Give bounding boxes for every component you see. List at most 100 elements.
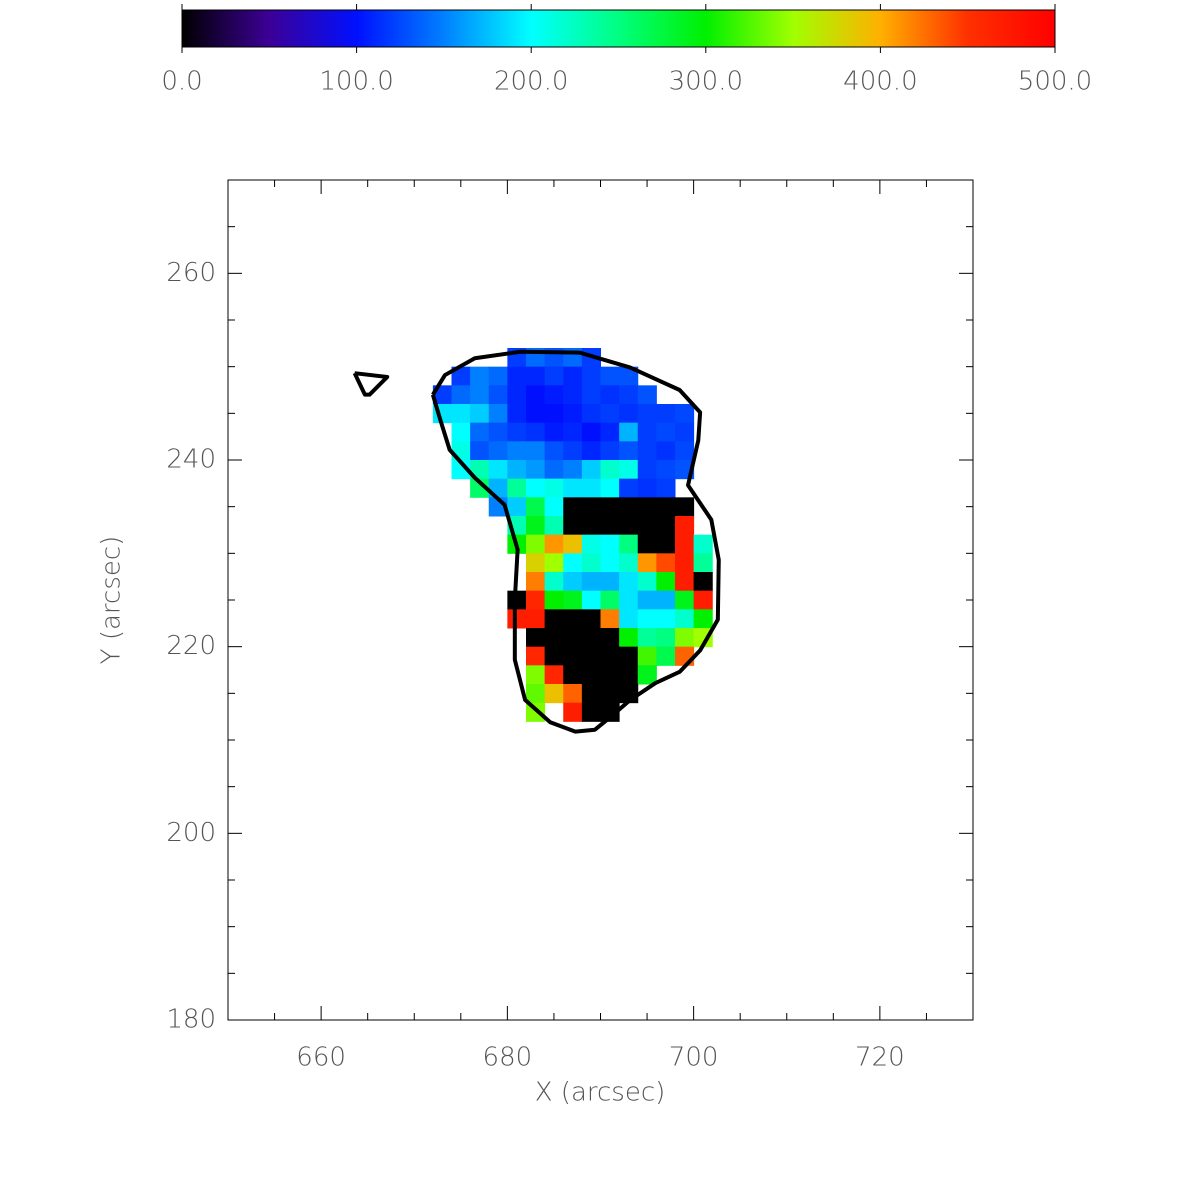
colorbar-tick-label: 200.0: [494, 67, 568, 97]
heatmap-cell: [544, 553, 564, 573]
heatmap-cell: [526, 684, 546, 704]
heatmap-cell: [675, 590, 695, 610]
y-tick-label: 200: [166, 818, 216, 848]
heatmap-cell: [488, 385, 508, 405]
heatmap-cell: [600, 422, 620, 442]
heatmap-cell: [656, 609, 676, 629]
heatmap-cell: [563, 684, 583, 704]
heatmap-cell: [544, 404, 564, 424]
heatmap-cell: [675, 404, 695, 424]
heatmap-cell: [544, 665, 564, 685]
heatmap-cell: [507, 609, 527, 629]
heatmap-cell: [470, 441, 490, 461]
y-tick-label: 220: [166, 631, 216, 661]
heatmap-cell: [544, 385, 564, 405]
heatmap-cell: [693, 590, 713, 610]
colorbar-tick-label: 400.0: [843, 67, 917, 97]
heatmap-cell: [600, 404, 620, 424]
heatmap-cell: [488, 404, 508, 424]
heatmap-cell: [544, 478, 564, 498]
colorbar-tick-label: 500.0: [1018, 67, 1092, 97]
heatmap-cell: [619, 590, 639, 610]
heatmap-cell: [637, 609, 657, 629]
heatmap-cell: [581, 422, 601, 442]
heatmap-cell: [600, 516, 620, 536]
heatmap-cell: [600, 702, 620, 722]
contour-line: [352, 371, 390, 397]
heatmap-cell: [526, 478, 546, 498]
heatmap-cell: [581, 646, 601, 666]
heatmap-cell: [507, 441, 527, 461]
heatmap-cell: [581, 478, 601, 498]
heatmap-cell: [600, 366, 620, 386]
x-axis-label: X (arcsec): [535, 1078, 666, 1108]
heatmap-cell: [470, 478, 490, 498]
x-tick-label: 660: [296, 1043, 346, 1073]
heatmap-cell: [619, 478, 639, 498]
heatmap-cell: [488, 441, 508, 461]
y-axis-label: Y (arcsec): [97, 536, 127, 665]
heatmap-cell: [619, 572, 639, 592]
heatmap-cell: [563, 590, 583, 610]
heatmap-cell: [526, 385, 546, 405]
heatmap-cell: [619, 422, 639, 442]
heatmap-cell: [637, 516, 657, 536]
heatmap-cell: [600, 460, 620, 480]
heatmap-cell: [507, 497, 527, 517]
heatmap-cell: [656, 460, 676, 480]
heatmap-cell: [544, 590, 564, 610]
heatmap-cell: [600, 646, 620, 666]
heatmap-cell: [526, 404, 546, 424]
heatmap-cell: [581, 516, 601, 536]
heatmap-cell: [563, 665, 583, 685]
heatmap-cell: [563, 572, 583, 592]
heatmap-cell: [470, 366, 490, 386]
heatmap-cell: [600, 497, 620, 517]
heatmap-cell: [619, 516, 639, 536]
heatmap-cell: [526, 366, 546, 386]
heatmap-cell: [470, 460, 490, 480]
heatmap-cell: [600, 609, 620, 629]
heatmap-cell: [600, 665, 620, 685]
contour-line: [430, 349, 721, 734]
heatmap-cell: [619, 497, 639, 517]
heatmap-cell: [637, 628, 657, 648]
heatmap-cell: [619, 441, 639, 461]
heatmap-cell: [544, 366, 564, 386]
heatmap-cell: [619, 460, 639, 480]
heatmap-cell: [544, 628, 564, 648]
heatmap-cell: [470, 422, 490, 442]
heatmap-cell: [563, 702, 583, 722]
heatmap-cell: [581, 404, 601, 424]
heatmap-cell: [451, 366, 471, 386]
heatmap-cell: [581, 702, 601, 722]
heatmap-cell: [544, 460, 564, 480]
heatmap-cell: [693, 534, 713, 554]
heatmap-cell: [619, 404, 639, 424]
heatmap-cell: [637, 497, 657, 517]
heatmap-cell: [619, 385, 639, 405]
heatmap-cell: [637, 422, 657, 442]
heatmap-cell: [637, 553, 657, 573]
heatmap-cell: [451, 385, 471, 405]
heatmap-cell: [526, 609, 546, 629]
heatmap-cell: [544, 441, 564, 461]
heatmap-cell: [526, 553, 546, 573]
heatmap-cell: [581, 441, 601, 461]
heatmap-cell: [544, 516, 564, 536]
heatmap-cell: [600, 534, 620, 554]
heatmap-cell: [600, 628, 620, 648]
heatmap-cell: [675, 553, 695, 573]
heatmap-cell: [637, 478, 657, 498]
heatmap-cell: [563, 628, 583, 648]
heatmap-cell: [563, 385, 583, 405]
heatmap-cell: [563, 441, 583, 461]
heatmap-cell: [526, 665, 546, 685]
heatmap-cell: [619, 646, 639, 666]
colorbar-tick-label: 0.0: [161, 67, 202, 97]
heatmap-cell: [581, 366, 601, 386]
heatmap-cell: [581, 497, 601, 517]
heatmap-cell: [526, 572, 546, 592]
heatmap-cell: [619, 609, 639, 629]
